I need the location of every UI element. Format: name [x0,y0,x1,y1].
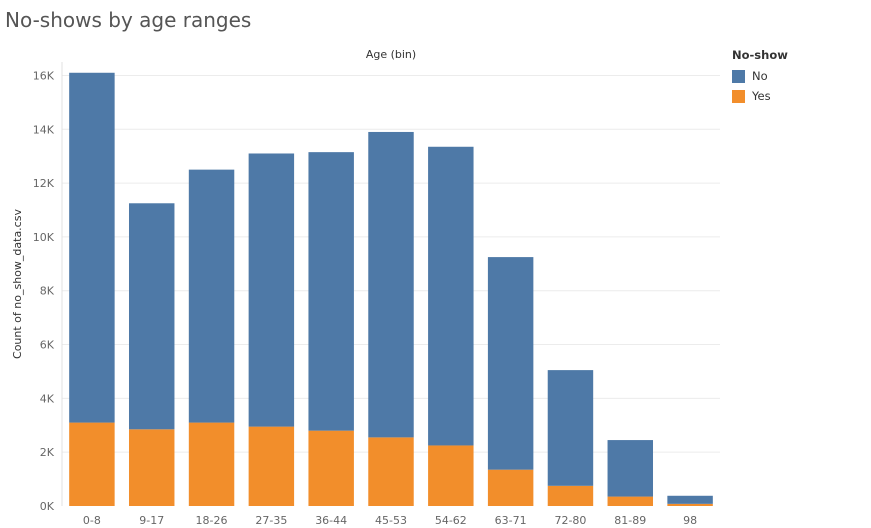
x-tick-label: 81-89 [614,514,646,527]
y-tick-label: 0K [40,500,55,513]
bar-yes-81-89 [607,496,654,506]
x-axis-title: Age (bin) [366,48,416,61]
bar-yes-18-26 [188,422,235,506]
bar-yes-0-8 [69,422,115,506]
legend-swatch-no [732,69,745,83]
x-tick-label: 9-17 [139,514,164,527]
legend-item-no[interactable]: No [732,66,788,86]
bar-no-36-44 [308,152,354,431]
x-tick-label: 18-26 [196,514,228,527]
legend: No-show No Yes [732,48,788,106]
bar-no-45-53 [368,131,414,438]
x-tick-label: 54-62 [435,514,467,527]
x-tick-label: 63-71 [495,514,527,527]
x-tick-label: 0-8 [83,514,101,527]
bar-no-9-17 [128,203,175,430]
y-tick-label: 16K [33,69,55,82]
bar-no-63-71 [487,257,534,470]
bar-yes-54-62 [428,445,474,506]
legend-swatch-yes [732,89,745,103]
bar-no-27-35 [248,153,295,427]
y-tick-label: 12K [33,177,55,190]
y-tick-label: 10K [33,231,55,244]
legend-label-yes: Yes [752,89,771,103]
legend-title: No-show [732,48,788,62]
bar-yes-63-71 [487,469,534,506]
y-axis-title: Count of no_show_data.csv [11,209,24,359]
x-tick-label: 45-53 [375,514,407,527]
bar-yes-27-35 [248,426,295,506]
chart-title: No-shows by age ranges [5,8,252,32]
x-tick-label: 36-44 [315,514,347,527]
bar-no-72-80 [547,370,594,486]
bar-yes-98 [667,503,713,506]
bar-yes-36-44 [308,430,354,506]
legend-item-yes[interactable]: Yes [732,86,788,106]
y-tick-label: 4K [40,392,55,405]
bar-no-18-26 [188,169,235,423]
bar-no-98 [667,495,713,504]
bar-no-0-8 [69,72,115,423]
y-tick-label: 14K [33,123,55,136]
bar-no-81-89 [607,440,654,497]
y-tick-label: 2K [40,446,55,459]
x-tick-label: 98 [683,514,697,527]
bar-no-54-62 [428,146,474,446]
y-tick-label: 6K [40,339,55,352]
legend-label-no: No [752,69,768,83]
bar-yes-45-53 [368,437,414,506]
bar-yes-9-17 [128,429,175,506]
x-tick-label: 72-80 [554,514,586,527]
bar-yes-72-80 [547,485,594,506]
y-tick-label: 8K [40,285,55,298]
x-tick-label: 27-35 [255,514,287,527]
